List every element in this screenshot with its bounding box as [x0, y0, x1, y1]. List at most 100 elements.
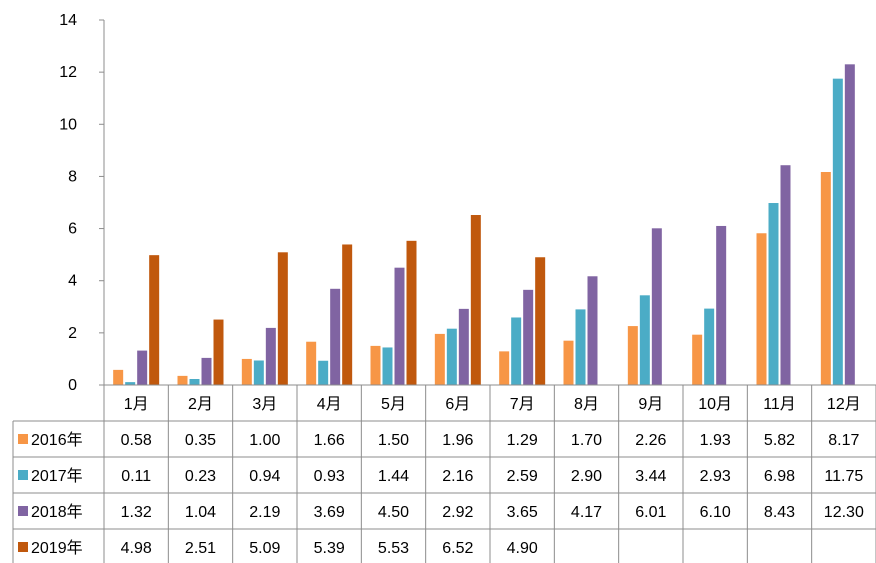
bar: [587, 276, 598, 385]
legend-series-name: 2016年: [31, 431, 83, 449]
bar: [125, 382, 136, 385]
x-category-label: 8月: [574, 396, 599, 413]
table-value: 5.09: [249, 540, 280, 557]
legend-swatch: [18, 470, 28, 480]
x-category-label: 3月: [252, 396, 277, 413]
x-category-label: 7月: [510, 396, 535, 413]
table-value: 6.10: [700, 504, 731, 521]
bar: [382, 347, 393, 385]
bar: [768, 203, 779, 385]
table-value: 2.92: [442, 504, 473, 521]
bar: [535, 257, 546, 385]
bar: [716, 225, 727, 385]
bar: [253, 360, 264, 385]
x-category-label: 4月: [317, 396, 342, 413]
bar: [780, 165, 791, 385]
table-value: 5.82: [764, 432, 795, 449]
table-value: 0.94: [249, 468, 280, 485]
x-category-label: 11月: [763, 396, 796, 413]
bar: [213, 319, 224, 385]
table-value: 1.00: [249, 432, 280, 449]
table-value: 1.44: [378, 468, 409, 485]
bar: [406, 240, 417, 385]
table-value: 8.17: [828, 432, 859, 449]
bar: [370, 345, 381, 385]
bar: [137, 350, 148, 385]
y-tick-label: 4: [68, 273, 77, 290]
bar: [639, 295, 650, 385]
bar: [277, 252, 288, 385]
table-value: 0.35: [185, 432, 216, 449]
bar: [189, 379, 200, 385]
bar: [434, 333, 445, 385]
table-value: 2.16: [442, 468, 473, 485]
bar: [692, 334, 703, 385]
x-category-label: 5月: [381, 396, 406, 413]
x-category-label: 6月: [445, 396, 470, 413]
table-value: 6.52: [442, 540, 473, 557]
table-value: 0.93: [314, 468, 345, 485]
bar: [704, 308, 715, 385]
bar: [306, 341, 317, 385]
bar: [651, 228, 662, 385]
table-value: 1.32: [121, 504, 152, 521]
y-tick-label: 2: [68, 325, 77, 342]
table-value: 2.90: [571, 468, 602, 485]
bar: [470, 215, 481, 385]
table-value: 11.75: [824, 468, 863, 485]
table-value: 4.90: [507, 540, 538, 557]
bar: [342, 244, 353, 385]
bar: [318, 360, 329, 385]
table-value: 2.93: [700, 468, 731, 485]
bar: [149, 255, 160, 385]
table-value: 1.29: [507, 432, 538, 449]
bar: [241, 358, 252, 385]
bar: [563, 340, 574, 385]
bar: [627, 326, 638, 385]
legend-swatch: [18, 506, 28, 516]
bar: [265, 327, 276, 385]
bar: [832, 78, 843, 385]
bar: [523, 289, 534, 385]
x-category-label: 1月: [124, 396, 149, 413]
y-tick-label: 8: [68, 168, 77, 185]
table-value: 3.44: [635, 468, 666, 485]
table-value: 1.66: [314, 432, 345, 449]
bar: [177, 375, 188, 386]
bar: [511, 317, 522, 385]
table-value: 4.50: [378, 504, 409, 521]
data-table: 1月 2月 3月 4月 5月 6月 7月 8月 9月 10月 11月 12月 2016年 0.58 0.35…: [12, 384, 876, 563]
x-category-label: 10月: [698, 396, 732, 413]
table-value: 1.70: [571, 432, 602, 449]
table-value: 5.53: [378, 540, 409, 557]
table-value: 4.17: [571, 504, 602, 521]
table-value: 0.58: [121, 432, 152, 449]
bar: [394, 267, 405, 385]
bar: [499, 351, 510, 385]
table-value: 2.51: [185, 540, 216, 557]
y-tick-label: 10: [59, 116, 77, 133]
bar: [113, 369, 124, 385]
legend-series-name: 2017年: [31, 467, 83, 485]
y-tick-label: 0: [68, 377, 77, 394]
y-axis: 0 2 4 6 8 10 12 14: [59, 12, 105, 394]
table-value: 0.23: [185, 468, 216, 485]
bars: [113, 64, 855, 386]
table-value: 1.50: [378, 432, 409, 449]
table-value: 3.65: [507, 504, 538, 521]
table-value: 5.39: [314, 540, 345, 557]
y-tick-label: 12: [59, 64, 77, 81]
legend-swatch: [18, 542, 28, 552]
legend-series-name: 2018年: [31, 503, 83, 521]
table-value: 8.43: [764, 504, 795, 521]
bar: [575, 309, 586, 385]
bar: [446, 328, 457, 385]
table-value: 4.98: [121, 540, 152, 557]
table-value: 1.96: [442, 432, 473, 449]
table-value: 6.98: [764, 468, 795, 485]
table-value: 0.11: [121, 468, 151, 485]
table-value: 6.01: [635, 504, 666, 521]
bar: [844, 64, 855, 385]
bar: [820, 172, 831, 385]
